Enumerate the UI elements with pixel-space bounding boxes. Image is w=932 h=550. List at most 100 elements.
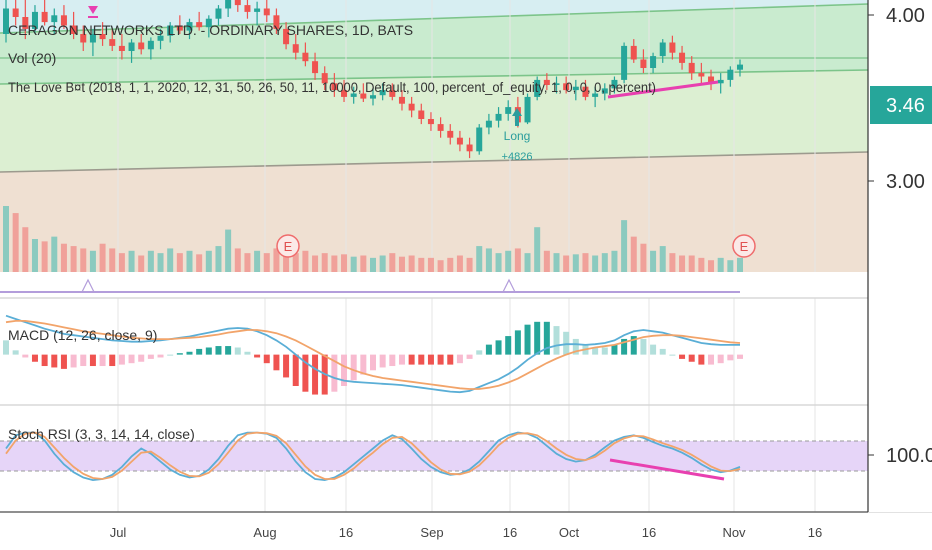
- divergence-line-stoch: [609, 458, 725, 481]
- volume-bar: [640, 243, 647, 272]
- macd-histogram-bar: [263, 354, 270, 364]
- channel-upper-line: [0, 3, 869, 34]
- candle-body: [447, 130, 454, 138]
- volume-bar: [563, 255, 570, 272]
- candle-body: [70, 25, 77, 34]
- symbol-legend[interactable]: CERAGON NETWORKS LTD. - ORDINARY SHARES,…: [8, 22, 413, 38]
- candle-body: [621, 45, 628, 80]
- volume-bar: [128, 250, 135, 272]
- macd-legend[interactable]: MACD (12, 26, close, 9): [8, 327, 157, 343]
- macd-histogram-bar: [80, 354, 87, 367]
- candle: [118, 34, 125, 60]
- candle: [659, 39, 666, 63]
- macd-histogram-bar: [205, 347, 212, 355]
- volume-legend[interactable]: Vol (20): [8, 50, 56, 66]
- candle-body: [138, 42, 145, 50]
- candle-body: [89, 34, 96, 43]
- earnings-circle: [732, 234, 756, 258]
- time-axis[interactable]: Jul Aug 16 Sep 16 Oct 16 Nov 16: [0, 511, 868, 540]
- price-axis[interactable]: 4.00 3.00 3.46 100.0: [867, 0, 932, 512]
- price-tick-4: 4.00: [886, 5, 925, 27]
- macd-histogram-bar: [3, 340, 9, 355]
- x-tick-sep-16: 16: [503, 525, 517, 540]
- candle: [737, 59, 743, 77]
- volume-bar: [466, 257, 473, 272]
- candle: [60, 5, 67, 29]
- candle-body: [350, 93, 357, 97]
- macd-histogram-bar: [176, 353, 183, 355]
- macd-histogram-bar: [398, 354, 405, 365]
- stoch-rsi-legend[interactable]: Stoch RSI (3, 3, 14, 14, close): [8, 426, 195, 442]
- macd-histogram-bar: [312, 354, 319, 395]
- earnings-marker-2[interactable]: E: [732, 234, 756, 258]
- candle: [698, 62, 705, 84]
- candle: [263, 0, 270, 23]
- candle-body: [466, 144, 473, 152]
- channel-mid-line: [0, 69, 869, 85]
- candle-body: [234, 0, 241, 6]
- candle-body: [379, 90, 386, 96]
- candle-body: [640, 59, 647, 68]
- candle: [215, 5, 222, 26]
- macd-histogram-bar: [563, 331, 570, 355]
- volume-bar: [601, 253, 608, 272]
- volume-bar: [244, 253, 251, 272]
- candle: [592, 86, 599, 108]
- candle-body: [283, 28, 290, 45]
- macd-histogram-bar: [128, 354, 135, 364]
- candle: [196, 11, 203, 31]
- candle: [3, 0, 9, 43]
- candle: [379, 83, 386, 101]
- macd-histogram-bar: [524, 324, 531, 355]
- price-tick-3: 3.00: [886, 171, 925, 193]
- volume-bar: [572, 254, 579, 272]
- macd-histogram-bar: [466, 354, 473, 359]
- long-signal-label: Long: [504, 129, 531, 143]
- candle-body: [669, 42, 676, 53]
- candle-body: [611, 79, 618, 89]
- candle-body: [360, 93, 367, 99]
- macd-histogram-bar: [196, 348, 203, 355]
- candle-body: [543, 79, 550, 85]
- volume-bar: [215, 246, 222, 272]
- candle-body: [331, 83, 338, 91]
- macd-histogram-bar: [89, 354, 96, 367]
- candle: [176, 15, 183, 34]
- candle: [437, 117, 444, 138]
- macd-histogram-bar: [22, 354, 29, 358]
- candle: [254, 1, 261, 26]
- long-signal-value: +4826: [502, 151, 533, 163]
- volume-bar: [688, 255, 695, 272]
- volume-bar: [118, 253, 125, 272]
- macd-histogram-bar: [147, 354, 154, 359]
- candle-body: [12, 8, 19, 17]
- macd-histogram-bar: [534, 321, 541, 355]
- macd-histogram-bar: [476, 350, 483, 355]
- candle: [427, 112, 434, 131]
- macd-histogram-bar: [51, 354, 58, 368]
- macd-histogram-bar: [389, 354, 396, 367]
- candle-body: [312, 61, 319, 74]
- candle: [447, 124, 454, 145]
- macd-histogram-bar: [350, 354, 357, 381]
- volume-bar: [51, 236, 58, 272]
- volume-bar: [138, 255, 145, 272]
- candle-body: [650, 56, 657, 68]
- candle: [157, 28, 164, 50]
- volume-bar: [389, 253, 396, 272]
- candle: [350, 86, 357, 104]
- strategy-legend[interactable]: The Love B¤t (2018, 1, 1, 2020, 12, 31, …: [8, 79, 656, 95]
- volume-bar: [524, 253, 531, 272]
- candle-body: [118, 45, 125, 51]
- candle: [640, 49, 647, 74]
- volume-bar: [321, 253, 328, 272]
- earnings-marker-1[interactable]: E: [276, 234, 300, 258]
- candle: [717, 73, 724, 94]
- macd-signal-line: [5, 320, 741, 390]
- candle: [128, 39, 135, 63]
- macd-histogram-bar: [118, 354, 125, 365]
- macd-histogram-bar: [447, 354, 454, 365]
- volume-bar: [456, 255, 463, 272]
- candle: [312, 52, 319, 80]
- candle-body: [99, 34, 106, 40]
